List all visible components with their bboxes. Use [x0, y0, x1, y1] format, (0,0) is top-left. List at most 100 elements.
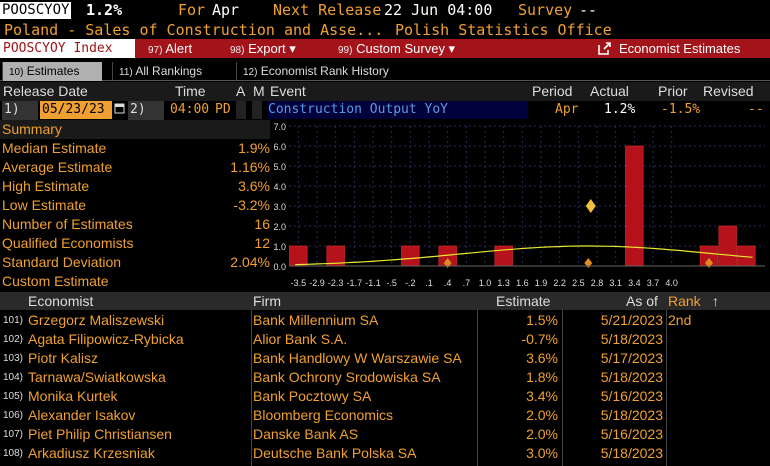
col-revised[interactable]: Revised — [703, 83, 754, 99]
col-economist[interactable]: Economist — [28, 293, 94, 309]
col-time[interactable]: Time — [175, 83, 206, 99]
economist-name[interactable]: Tarnawa/Swiatkowska — [28, 369, 166, 385]
as-of-date: 5/18/2023 — [600, 445, 663, 461]
summary-key: Qualified Economists — [2, 235, 134, 251]
summary-key: Custom Estimate — [2, 273, 109, 289]
row-number: 101) — [3, 315, 24, 326]
summary-value: 1.9% — [238, 140, 270, 156]
security-name: Poland - Sales of Construction and Asse.… — [4, 21, 384, 39]
economist-name[interactable]: Piet Philip Christiansen — [28, 426, 172, 442]
summary-title: Summary — [0, 120, 270, 139]
event-name[interactable]: Construction Output YoY — [268, 101, 528, 119]
survey-num: 99) — [338, 45, 353, 56]
x-tick-label: 2.8 — [591, 278, 604, 288]
table-row[interactable]: 103) Piotr Kalisz Bank Handlowy W Warsza… — [0, 349, 770, 368]
table-row[interactable]: 104) Tarnawa/Swiatkowska Bank Ochrony Sr… — [0, 368, 770, 387]
col-period[interactable]: Period — [532, 83, 573, 99]
firm-name: Bloomberg Economics — [253, 407, 394, 423]
a-flag[interactable] — [236, 101, 246, 119]
estimates-histogram: 0.0 1.0 2.0 3.0 4.0 5.0 6.0 7.0 -3.5 -2.9 -2.3 -1.7… — [271, 120, 770, 291]
m-flag[interactable] — [252, 101, 262, 119]
as-of-date: 5/18/2023 — [600, 369, 663, 385]
col-a[interactable]: A — [236, 83, 246, 99]
table-row[interactable]: 101) Grzegorz Maliszewski Bank Millenniu… — [0, 311, 770, 330]
x-tick-label: 1.3 — [497, 278, 510, 288]
x-tick-label: -1.7 — [347, 278, 363, 288]
col-rank[interactable]: Rank — [668, 293, 701, 309]
firm-name: Bank Handlowy W Warszawie SA — [253, 350, 462, 366]
table-row[interactable]: 107) Piet Philip Christiansen Danske Ban… — [0, 425, 770, 444]
y-tick-label: 1.0 — [273, 242, 286, 252]
summary-key: Number of Estimates — [2, 216, 133, 232]
alert-label: Alert — [165, 41, 193, 56]
custom-estimate-row[interactable]: Custom Estimate — [0, 272, 270, 291]
tab-bar: 10) Estimates 11) All Rankings 12) Econo… — [0, 61, 770, 81]
tab-all-rankings[interactable]: 11) All Rankings — [112, 62, 232, 81]
tab-num: 12) — [243, 67, 258, 78]
toolbar: POOSCYOY Index 97) Alert 98) Export ▾ 99… — [0, 39, 770, 58]
economist-estimates-button[interactable]: Economist Estimates — [598, 39, 740, 58]
column-divider — [251, 310, 252, 466]
release-date-input[interactable]: 05/23/23 — [40, 101, 112, 119]
economist-name[interactable]: Arkadiusz Krzesniak — [28, 445, 155, 461]
tab-economist-rank-history[interactable]: 12) Economist Rank History — [236, 62, 416, 81]
col-actual[interactable]: Actual — [590, 83, 629, 99]
x-tick-label: 3.7 — [647, 278, 660, 288]
economist-name[interactable]: Alexander Isakov — [28, 407, 136, 423]
table-row[interactable]: 105) Monika Kurtek Bank Pocztowy SA 3.4%… — [0, 387, 770, 406]
next-release-label: Next Release — [273, 1, 382, 19]
col-as-of[interactable]: As of — [626, 293, 658, 309]
estimate-value: 3.0% — [526, 445, 558, 461]
col-release-date[interactable]: Release Date — [3, 83, 88, 99]
estimate-value: 2.0% — [526, 426, 558, 442]
table-row[interactable]: 102) Agata Filipowicz-Rybicka Alior Bank… — [0, 330, 770, 349]
table-row[interactable]: 108) Arkadiusz Krzesniak Deutsche Bank P… — [0, 444, 770, 463]
firm-name: Bank Ochrony Srodowiska SA — [253, 369, 441, 385]
calendar-icon[interactable] — [114, 101, 126, 119]
x-tick-label: 1.6 — [516, 278, 529, 288]
sort-arrow-icon[interactable]: ↑ — [712, 293, 719, 309]
histogram-bar — [401, 245, 420, 267]
col-m[interactable]: M — [253, 83, 265, 99]
summary-row: Number of Estimates 16 — [0, 215, 270, 234]
column-divider — [477, 310, 478, 466]
histogram-bar — [718, 225, 737, 267]
summary-value: 3.6% — [238, 178, 270, 194]
ticker-label[interactable]: POOSCYOY — [0, 2, 72, 19]
export-button[interactable]: 98) Export ▾ — [230, 39, 296, 60]
as-of-date: 5/16/2023 — [600, 426, 663, 442]
y-tick-label: 3.0 — [273, 202, 286, 212]
x-tick-label: 2.2 — [553, 278, 566, 288]
x-tick-label: .4 — [444, 278, 452, 288]
tab-label: All Rankings — [135, 64, 203, 78]
rank-value: 2nd — [668, 312, 692, 328]
row-number: 108) — [3, 448, 24, 459]
economist-name[interactable]: Agata Filipowicz-Rybicka — [28, 331, 184, 347]
alert-button[interactable]: 97) Alert — [148, 39, 192, 60]
event-grid-header: Release Date Time A M Event Period Actua… — [0, 82, 770, 101]
summary-row: Median Estimate 1.9% — [0, 139, 270, 158]
col-prior[interactable]: Prior — [658, 83, 688, 99]
economist-name[interactable]: Grzegorz Maliszewski — [28, 312, 165, 328]
economist-table-header: Economist Firm Estimate As of Rank ↑ — [0, 292, 770, 310]
tab-num: 10) — [9, 67, 24, 78]
x-tick-label: .1 — [425, 278, 433, 288]
column-divider — [666, 310, 667, 466]
firm-name: Alior Bank S.A. — [253, 331, 348, 347]
col-firm[interactable]: Firm — [253, 293, 281, 309]
index-label[interactable]: POOSCYOY Index — [0, 39, 135, 58]
col-event[interactable]: Event — [270, 83, 306, 99]
x-tick-label: -2.3 — [328, 278, 344, 288]
tab-label: Economist Rank History — [260, 64, 389, 78]
economist-name[interactable]: Monika Kurtek — [28, 388, 118, 404]
row-number: 102) — [3, 334, 24, 345]
summary-value: 12 — [254, 235, 270, 251]
tab-estimates[interactable]: 10) Estimates — [2, 62, 102, 81]
x-tick-label: -3.5 — [291, 278, 307, 288]
y-tick-label: 4.0 — [273, 182, 286, 192]
economist-name[interactable]: Piotr Kalisz — [28, 350, 99, 366]
table-row[interactable]: 106) Alexander Isakov Bloomberg Economic… — [0, 406, 770, 425]
custom-survey-button[interactable]: 99) Custom Survey ▾ — [338, 39, 455, 60]
col-estimate[interactable]: Estimate — [496, 293, 551, 309]
row-number: 105) — [3, 391, 24, 402]
